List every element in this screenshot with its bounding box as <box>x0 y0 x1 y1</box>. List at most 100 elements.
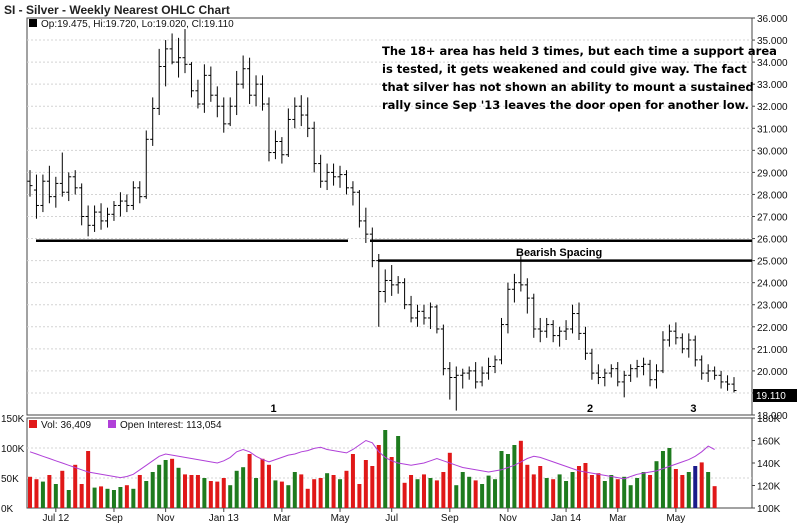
ohlc-bar <box>46 165 52 204</box>
volume-bar <box>589 475 594 508</box>
ohlc-bar <box>408 295 414 323</box>
volume-bar <box>273 480 278 508</box>
volume-bar <box>79 484 84 508</box>
volume-bar <box>228 485 233 508</box>
x-tick-label: Jul <box>385 513 398 524</box>
ohlc-bar <box>673 322 679 345</box>
volume-bar <box>195 475 200 508</box>
ohlc-bar <box>331 163 337 186</box>
volume-bar <box>318 478 323 508</box>
volume-bar <box>415 479 420 508</box>
volume-bar <box>615 479 620 508</box>
volume-bar <box>144 481 149 508</box>
ohlc-bar <box>505 282 511 334</box>
ohlc-bar <box>169 33 175 65</box>
volume-bar <box>635 478 640 508</box>
volume-bar <box>176 467 181 508</box>
bearish-spacing-label: Bearish Spacing <box>516 247 602 259</box>
volume-bar <box>279 481 284 508</box>
ohlc-bar <box>389 265 395 296</box>
x-tick-label: Nov <box>157 513 175 524</box>
ohlc-bar <box>473 362 479 389</box>
ohlc-bar <box>453 366 459 411</box>
x-tick-label: Jul 12 <box>42 513 69 524</box>
ohlc-bar <box>272 130 278 160</box>
x-tick-label: Sep <box>441 513 459 524</box>
ohlc-bar <box>705 364 711 382</box>
volume-bar <box>538 466 543 508</box>
price-tick-label: 20.000 <box>757 367 788 378</box>
volume-bar <box>370 466 375 508</box>
ohlc-bar <box>382 269 388 303</box>
ohlc-bar <box>486 357 492 380</box>
ohlc-bar <box>195 79 201 109</box>
volume-bar <box>215 481 220 508</box>
x-tick-label: Jan 13 <box>209 513 239 524</box>
volume-bar <box>518 440 523 508</box>
volume-bar <box>460 472 465 508</box>
x-tick-label: Jan 14 <box>551 513 581 524</box>
volume-bar <box>344 470 349 508</box>
ohlc-bar <box>279 137 285 164</box>
ohlc-bar <box>150 97 156 146</box>
price-tick-label: 29.000 <box>757 168 788 179</box>
price-tick-label: 23.000 <box>757 301 788 312</box>
volume-bar <box>266 464 271 508</box>
volume-bar <box>402 482 407 508</box>
volume-bar <box>551 479 556 508</box>
ohlc-bar <box>531 293 537 338</box>
volume-bar <box>86 451 91 508</box>
x-tick-label: Sep <box>105 513 123 524</box>
volume-bar <box>570 472 575 508</box>
open-interest-line <box>29 439 715 480</box>
ohlc-bar <box>686 333 692 358</box>
volume-bar <box>596 473 601 508</box>
oi-legend-swatch <box>108 420 116 428</box>
ohlc-bar <box>712 366 718 380</box>
ohlc-bar <box>260 75 266 111</box>
volume-bar <box>363 460 368 508</box>
volume-bar <box>602 481 607 508</box>
volume-bar <box>493 479 498 508</box>
volume-bar <box>641 472 646 508</box>
volume-bar <box>699 462 704 508</box>
ohlc-bar <box>647 359 653 387</box>
ohlc-bar <box>718 370 724 389</box>
ohlc-bar <box>589 348 595 380</box>
ohlc-bar <box>105 207 111 228</box>
volume-bar <box>648 475 653 508</box>
volume-bar <box>473 480 478 508</box>
price-tick-label: 24.000 <box>757 279 788 290</box>
ohlc-bar <box>544 317 550 338</box>
volume-bar <box>505 454 510 508</box>
ohlc-bar <box>298 95 304 127</box>
volume-bar <box>28 476 32 508</box>
price-tick-label: 27.000 <box>757 213 788 224</box>
volume-bar <box>680 475 685 508</box>
price-tick-label: 36.000 <box>757 14 788 25</box>
volume-bar <box>350 454 355 508</box>
ohlc-bar <box>214 86 220 118</box>
volume-bar <box>40 481 45 508</box>
ohlc-bar <box>130 181 136 210</box>
volume-bar <box>331 475 336 508</box>
ohlc-bar <box>156 48 162 116</box>
annotation-line: that silver has not shown an ability to … <box>382 80 754 94</box>
volume-bar <box>53 484 58 508</box>
annotation-text: The 18+ area has held 3 times, but each … <box>382 44 777 112</box>
open-interest-axis: 180K 160K 140K 120K 100K <box>752 414 781 515</box>
volume-bar <box>338 479 343 508</box>
ohlc-bar <box>176 37 182 78</box>
ohlc-bar <box>247 57 253 105</box>
volume-tick-label: 100K <box>1 444 25 455</box>
price-tick-label: 33.000 <box>757 80 788 91</box>
volume-bar <box>667 448 672 508</box>
ohlc-bar <box>479 366 485 387</box>
ohlc-bar <box>692 335 698 367</box>
volume-bar <box>92 487 97 508</box>
volume-bar <box>241 467 246 508</box>
volume-bar <box>163 460 168 508</box>
ohlc-bar <box>143 130 149 199</box>
price-tick-label: 25.000 <box>757 257 788 268</box>
volume-bar <box>286 485 291 508</box>
